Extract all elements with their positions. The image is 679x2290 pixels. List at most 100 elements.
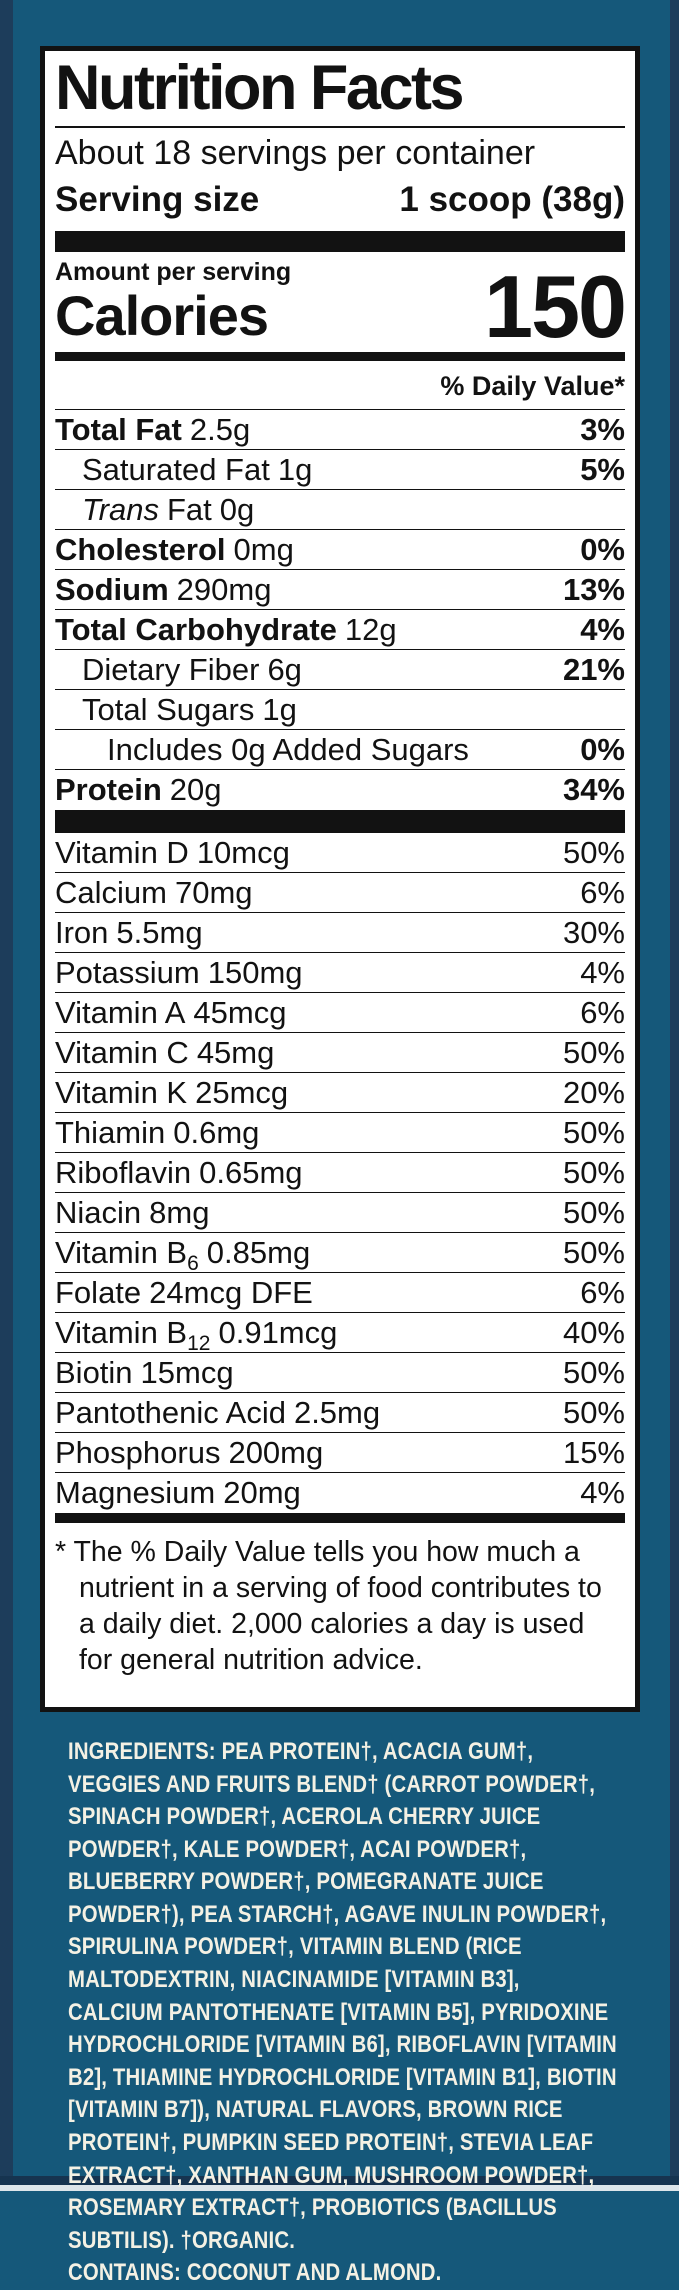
vitamin-name: Biotin: [55, 1354, 133, 1390]
vitamin-amount: 0.91mcg: [218, 1314, 338, 1350]
row-biotin: Biotin 15mcg 50%: [55, 1353, 625, 1394]
nutrient-amount: 12g: [344, 611, 397, 647]
daily-value-footnote: * The % Daily Value tells you how much a…: [55, 1536, 602, 1677]
ingredients-paragraph: INGREDIENTS: PEA PROTEIN†, ACACIA GUM†, …: [68, 1736, 617, 2257]
vitamin-name: Magnesium: [55, 1474, 216, 1510]
nutrient-amount: 1g: [277, 451, 313, 487]
vitamin-name: Niacin: [55, 1194, 142, 1230]
row-cholesterol: Cholesterol 0mg 0%: [55, 529, 625, 569]
vitamin-name: Vitamin C: [55, 1034, 189, 1070]
nutrient-amount: 1g: [262, 691, 297, 727]
vitamin-dv: 30%: [562, 914, 625, 950]
vitamin-name: Vitamin A: [55, 994, 186, 1030]
vitamin-amount: 0.65mg: [199, 1154, 303, 1190]
daily-value-header: % Daily Value*: [440, 371, 625, 402]
row-protein: Protein 20g 34%: [55, 769, 625, 809]
row-total-fat: Total Fat 2.5g 3%: [55, 409, 625, 449]
row-vitamin-a: Vitamin A 45mcg 6%: [55, 993, 625, 1034]
row-calcium: Calcium 70mg 6%: [55, 873, 625, 914]
nutrient-name: Total Sugars: [82, 691, 255, 727]
row-vitamin-b6: Vitamin B6 0.85mg 50%: [55, 1233, 625, 1276]
vitamin-name: Iron: [55, 914, 109, 950]
vitamin-amount: 45mcg: [193, 994, 287, 1030]
vitamin-amount: 8mg: [149, 1194, 210, 1230]
vitamin-amount: 0.85mg: [206, 1234, 311, 1270]
vitamin-amount: 25mcg: [195, 1074, 289, 1110]
vitamin-dv: 15%: [562, 1434, 625, 1470]
row-pantothenic-acid: Pantothenic Acid 2.5mg 50%: [55, 1393, 625, 1434]
vitamin-name: Vitamin K: [55, 1074, 188, 1110]
nutrient-name: Saturated Fat: [82, 451, 270, 487]
row-dietary-fiber: Dietary Fiber 6g 21%: [55, 649, 625, 689]
nutrient-amount: 2.5g: [189, 411, 251, 447]
vitamin-amount: 45mg: [196, 1034, 275, 1070]
vitamin-dv: 50%: [562, 1194, 625, 1230]
row-folate: Folate 24mcg DFE 6%: [55, 1273, 625, 1314]
vitamin-dv: 50%: [562, 1034, 625, 1070]
row-total-carbohydrate: Total Carbohydrate 12g 4%: [55, 609, 625, 649]
vitamin-amount: 0.6mg: [173, 1114, 260, 1150]
servings-per-container: About 18 servings per container: [55, 134, 536, 172]
vitamin-rows: Vitamin D 10mcg 50% Calcium 70mg 6% Iron 5.…: [55, 833, 625, 1512]
row-riboflavin: Riboflavin 0.65mg 50%: [55, 1153, 625, 1194]
vitamin-amount: 70mg: [174, 874, 253, 910]
package-bottom-edge: [0, 2176, 679, 2185]
vitamin-name: Folate: [55, 1274, 142, 1310]
vitamin-dv: 50%: [562, 1234, 625, 1270]
vitamin-dv: 6%: [580, 874, 625, 910]
nutrient-dv: 13%: [562, 571, 625, 607]
vitamin-amount: 2.5mg: [293, 1394, 381, 1430]
allergen-statement: CONTAINS: COCONUT AND ALMOND.: [68, 2259, 442, 2287]
vitamin-amount: 24mcg DFE: [149, 1274, 313, 1310]
vitamin-name: Potassium: [55, 954, 200, 990]
row-thiamin: Thiamin 0.6mg 50%: [55, 1113, 625, 1154]
medium-divider-bar: [55, 352, 625, 362]
nutrient-name: Total Carbohydrate: [55, 611, 337, 647]
vitamin-dv: 6%: [580, 994, 625, 1030]
vitamin-amount: 10mcg: [196, 834, 290, 870]
calories-block: Amount per serving Calories 150: [55, 258, 627, 351]
ingredients-text: PEA PROTEIN†, ACACIA GUM†, VEGGIES AND F…: [68, 1738, 617, 2254]
row-magnesium: Magnesium 20mg 4%: [55, 1473, 625, 1512]
vitamin-dv: 4%: [580, 954, 625, 990]
row-vitamin-c: Vitamin C 45mg 50%: [55, 1033, 625, 1074]
ingredients-section: INGREDIENTS: PEA PROTEIN†, ACACIA GUM†, …: [68, 1736, 617, 2290]
vitamin-name: Calcium: [55, 874, 167, 910]
nutrient-name: Cholesterol: [55, 531, 226, 567]
vitamin-name-subscript: 12: [187, 1332, 211, 1356]
vitamin-amount: 200mg: [228, 1434, 324, 1470]
vitamin-amount: 20mg: [223, 1474, 301, 1510]
vitamin-name-subscript: 6: [187, 1252, 199, 1276]
vitamin-dv: 40%: [562, 1314, 625, 1350]
nutrient-name: Fat: [166, 491, 212, 527]
vitamin-amount: 150mg: [207, 954, 303, 990]
thick-divider-bar: [55, 230, 625, 252]
thick-divider-bar: [55, 810, 625, 834]
row-vitamin-b12: Vitamin B12 0.91mcg 40%: [55, 1313, 625, 1356]
nutrient-amount: 20g: [169, 771, 222, 807]
row-phosphorus: Phosphorus 200mg 15%: [55, 1433, 625, 1474]
nutrient-dv: 34%: [562, 771, 625, 807]
vitamin-dv: 50%: [562, 1354, 625, 1390]
ingredients-heading: INGREDIENTS:: [68, 1738, 216, 1765]
nutrient-dv: 3%: [580, 411, 625, 447]
title-divider: [55, 126, 625, 128]
package-left-edge: [0, 0, 13, 2191]
vitamin-dv: 50%: [562, 834, 625, 870]
row-total-sugars: Total Sugars 1g: [55, 689, 625, 729]
nutrient-dv: 21%: [562, 651, 625, 687]
row-potassium: Potassium 150mg 4%: [55, 953, 625, 994]
row-saturated-fat: Saturated Fat 1g 5%: [55, 449, 625, 489]
thin-divider-bar: [55, 1513, 625, 1524]
nutrient-name: Total Fat: [55, 411, 182, 447]
nutrient-amount: 6g: [267, 651, 302, 687]
vitamin-dv: 50%: [562, 1154, 625, 1190]
nutrient-amount: 0g: [219, 491, 255, 527]
package-bottom-strip: [0, 2185, 679, 2191]
nutrient-name: Protein: [55, 771, 162, 807]
nutrition-facts-panel: Nutrition Facts About 18 servings per co…: [40, 46, 640, 1712]
calories-label: Calories: [55, 283, 269, 347]
row-trans-fat: Trans Fat 0g: [55, 489, 625, 529]
vitamin-name: Vitamin B: [55, 1314, 188, 1350]
